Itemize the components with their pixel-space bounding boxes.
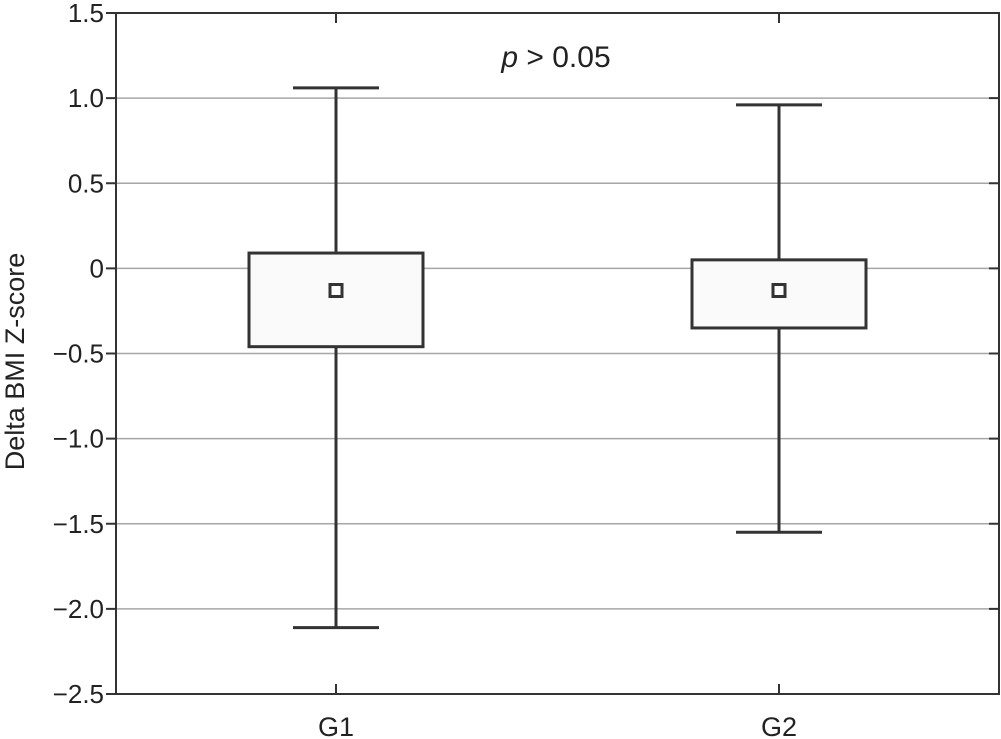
- p-value-annotation: p > 0.05: [500, 41, 610, 74]
- box-g2: [690, 103, 868, 534]
- y-tick-label: −1.0: [53, 424, 104, 454]
- x-axis-ticks: G1 G2: [318, 13, 797, 739]
- y-tick-label: 0: [90, 253, 104, 283]
- x-category-label: G2: [761, 712, 797, 739]
- y-tick-label: −2.5: [53, 679, 104, 709]
- box-plot-series: [247, 86, 868, 630]
- box-iqr: [247, 251, 425, 349]
- y-axis-ticks: 1.5 1.0 0.5 0 −0.5 −1.0 −1.5 −2.0 −2.5: [53, 0, 999, 709]
- y-axis-title: Delta BMI Z-score: [0, 253, 30, 471]
- y-tick-label: −1.5: [53, 509, 104, 539]
- y-tick-label: 1.0: [68, 83, 104, 113]
- center-marker: [328, 283, 344, 299]
- p-value-text: > 0.05: [518, 41, 611, 74]
- y-tick-label: 0.5: [68, 168, 104, 198]
- x-category-label: G1: [318, 712, 354, 739]
- center-marker: [771, 283, 787, 299]
- grid-lines: [116, 97, 999, 610]
- y-tick-label: −2.0: [53, 594, 104, 624]
- box-g1: [247, 86, 425, 630]
- y-tick-label: −0.5: [53, 339, 104, 369]
- p-symbol: p: [500, 41, 518, 74]
- y-tick-label: 1.5: [68, 0, 104, 28]
